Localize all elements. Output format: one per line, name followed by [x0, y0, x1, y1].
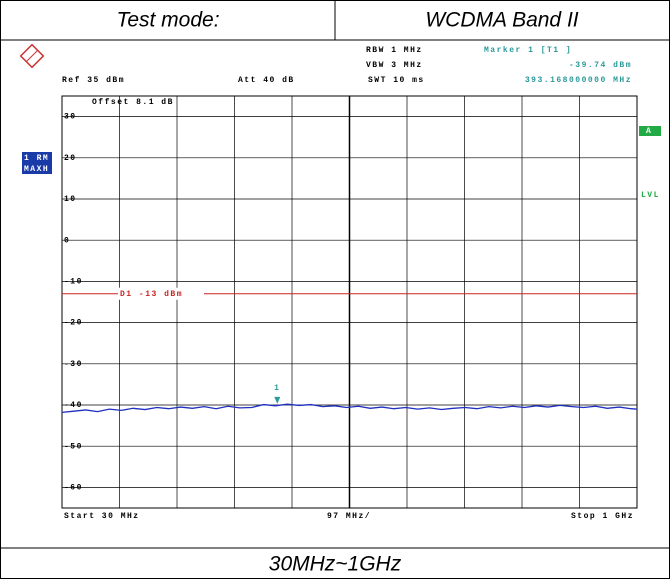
y-tick-label: 10 — [64, 195, 77, 204]
trace-box — [22, 152, 52, 174]
side-label: A — [646, 127, 652, 136]
side-box — [639, 126, 661, 136]
sweep-time: SWT 10 ms — [368, 76, 425, 85]
y-tick-label: -40 — [64, 401, 83, 410]
ref-level: Ref 35 dBm — [62, 76, 125, 85]
header-label: Test mode: — [116, 9, 219, 32]
rbw: RBW 1 MHz — [366, 46, 423, 55]
y-tick-label: 0 — [64, 236, 70, 245]
logo — [19, 43, 45, 69]
header-value: WCDMA Band II — [425, 9, 578, 32]
trace-label: 1 RM — [24, 154, 49, 163]
marker-freq: 393.168000000 MHz — [525, 76, 632, 85]
x-stop: Stop 1 GHz — [571, 512, 634, 521]
attenuation: Att 40 dB — [238, 76, 295, 85]
y-tick-label: -20 — [64, 319, 83, 328]
y-tick-label: 20 — [64, 154, 77, 163]
side-label: LVL — [641, 191, 660, 200]
trace — [61, 403, 638, 414]
y-tick-label: -50 — [64, 442, 83, 451]
y-tick-label: -60 — [64, 484, 83, 493]
display-label-bg — [118, 287, 204, 300]
marker-title: Marker 1 [T1 ] — [484, 46, 572, 55]
y-tick-label: 30 — [64, 113, 77, 122]
footer: 30MHz~1GHz — [269, 553, 402, 576]
x-start: Start 30 MHz — [64, 512, 140, 521]
marker — [274, 396, 281, 404]
marker-value: -39.74 dBm — [569, 61, 632, 70]
vbw: VBW 3 MHz — [366, 61, 423, 70]
marker-label: 1 — [274, 384, 280, 393]
offset: Offset 8.1 dB — [92, 98, 174, 107]
y-tick-label: -10 — [64, 278, 83, 287]
y-tick-label: -30 — [64, 360, 83, 369]
trace-label: MAXH — [24, 165, 49, 174]
display-line-label: D1 -13 dBm — [120, 290, 183, 299]
x-span: 97 MHz/ — [327, 512, 371, 521]
